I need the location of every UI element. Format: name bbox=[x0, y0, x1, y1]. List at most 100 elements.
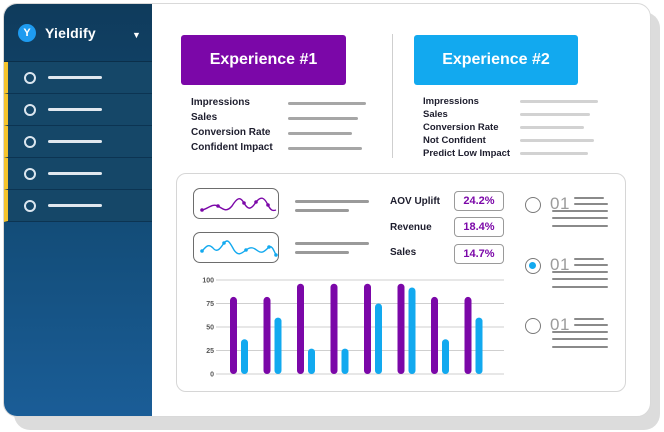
option-number: 01 bbox=[550, 194, 570, 213]
metric-label: Conversion Rate bbox=[191, 127, 271, 138]
bar-purple bbox=[364, 283, 371, 374]
bar-purple bbox=[464, 296, 472, 374]
kpi-label-revenue: Revenue bbox=[390, 222, 432, 233]
bar-blue bbox=[341, 348, 349, 374]
kpi-label-sales: Sales bbox=[390, 247, 417, 258]
sparkline-blue-graph bbox=[200, 240, 278, 257]
sidebar-item-4[interactable] bbox=[4, 158, 152, 190]
metric-label: Impressions bbox=[423, 96, 479, 107]
metric-bar bbox=[288, 132, 352, 135]
kpi-value-sales: 14.7% bbox=[454, 244, 504, 264]
metric-row: Conversion Rate bbox=[191, 125, 273, 140]
metric-bar bbox=[520, 100, 598, 103]
option-line bbox=[574, 318, 604, 320]
circle-icon bbox=[24, 167, 36, 180]
option-line bbox=[574, 203, 608, 205]
experience-1-button[interactable]: Experience #1 bbox=[181, 35, 346, 85]
kpi-label-aov-uplift: AOV Uplift bbox=[390, 196, 440, 207]
kpi-value-revenue: 18.4% bbox=[454, 217, 504, 237]
metric-row: Conversion Rate bbox=[423, 121, 510, 134]
brand-switcher[interactable]: Y Yieldify bbox=[4, 4, 152, 62]
bar-chart: 100 75 50 25 0 bbox=[202, 278, 504, 379]
sidebar-item-placeholder bbox=[48, 140, 102, 143]
metric-label: Conversion Rate bbox=[423, 122, 499, 133]
circle-icon bbox=[24, 135, 36, 148]
metric-bar bbox=[520, 152, 588, 155]
sparkline-blue[interactable] bbox=[193, 232, 279, 263]
yieldify-logo-icon: Y bbox=[18, 23, 36, 42]
brand-name: Yieldify bbox=[45, 24, 96, 41]
sidebar-item-placeholder bbox=[48, 172, 102, 175]
sidebar-item-placeholder bbox=[48, 108, 102, 111]
option-number: 01 bbox=[550, 255, 570, 274]
option-line bbox=[552, 331, 608, 333]
y-tick-label: 25 bbox=[206, 348, 214, 355]
bar-purple bbox=[431, 296, 438, 374]
y-tick-label: 75 bbox=[206, 301, 214, 308]
metric-row: Predict Low Impact bbox=[423, 147, 510, 160]
sidebar-item-5[interactable] bbox=[4, 190, 152, 222]
bar-blue bbox=[241, 339, 248, 374]
bar-blue bbox=[375, 303, 382, 374]
option-line bbox=[574, 258, 604, 260]
bar-purple bbox=[230, 296, 237, 374]
circle-icon bbox=[24, 103, 36, 116]
metric-label: Confident Impact bbox=[191, 142, 273, 153]
metric-row: Sales bbox=[423, 108, 510, 121]
option-radio-1[interactable] bbox=[525, 197, 541, 213]
y-tick-label: 100 bbox=[202, 278, 214, 285]
experience-divider bbox=[392, 34, 393, 158]
bar-blue bbox=[308, 348, 315, 374]
placeholder-line bbox=[295, 200, 369, 203]
experience-2-button[interactable]: Experience #2 bbox=[414, 35, 578, 85]
metric-bar bbox=[288, 117, 358, 120]
y-tick-label: 0 bbox=[210, 372, 214, 379]
experience-1-metrics: Impressions Sales Conversion Rate Confid… bbox=[191, 95, 273, 155]
placeholder-line bbox=[295, 251, 349, 254]
sidebar: Y Yieldify ▼ bbox=[4, 4, 152, 416]
metric-bar bbox=[520, 113, 590, 116]
sidebar-item-placeholder bbox=[48, 204, 102, 207]
metric-bar bbox=[520, 126, 584, 129]
metric-row: Confident Impact bbox=[191, 140, 273, 155]
option-radio-3[interactable] bbox=[525, 318, 541, 334]
app-window: Y Yieldify ▼ bbox=[3, 3, 651, 417]
option-line bbox=[552, 210, 608, 212]
metric-label: Not Confident bbox=[423, 135, 486, 146]
option-line bbox=[574, 324, 608, 326]
bar-purple bbox=[330, 283, 338, 374]
option-line bbox=[552, 271, 608, 273]
bar-purple bbox=[263, 296, 271, 374]
option-line bbox=[574, 197, 604, 199]
sidebar-item-1[interactable] bbox=[4, 62, 152, 94]
metric-bar bbox=[288, 102, 366, 105]
sidebar-item-2[interactable] bbox=[4, 94, 152, 126]
kpi-value-aov-uplift: 24.2% bbox=[454, 191, 504, 211]
bar-blue bbox=[475, 317, 483, 374]
option-line bbox=[574, 264, 608, 266]
option-line bbox=[552, 286, 608, 288]
metric-label: Impressions bbox=[191, 97, 250, 108]
option-line bbox=[552, 217, 608, 219]
bar-purple bbox=[297, 283, 304, 374]
option-line bbox=[552, 338, 608, 340]
placeholder-line bbox=[295, 209, 349, 212]
sidebar-item-placeholder bbox=[48, 76, 102, 79]
chevron-down-icon[interactable]: ▼ bbox=[132, 30, 141, 40]
sparkline-purple[interactable] bbox=[193, 188, 279, 219]
metric-label: Predict Low Impact bbox=[423, 148, 511, 159]
bar-blue bbox=[442, 339, 449, 374]
option-line bbox=[552, 278, 608, 280]
metric-bar bbox=[520, 139, 594, 142]
bar-blue bbox=[274, 317, 282, 374]
bar-blue bbox=[408, 287, 416, 374]
sidebar-nav bbox=[4, 62, 152, 222]
y-tick-label: 50 bbox=[206, 325, 214, 332]
circle-icon bbox=[24, 71, 36, 84]
option-number: 01 bbox=[550, 315, 570, 334]
experience-2-metrics: Impressions Sales Conversion Rate Not Co… bbox=[423, 95, 510, 160]
sidebar-item-3[interactable] bbox=[4, 126, 152, 158]
circle-icon bbox=[24, 199, 36, 212]
metric-label: Sales bbox=[423, 109, 448, 120]
option-radio-2[interactable] bbox=[525, 258, 541, 274]
